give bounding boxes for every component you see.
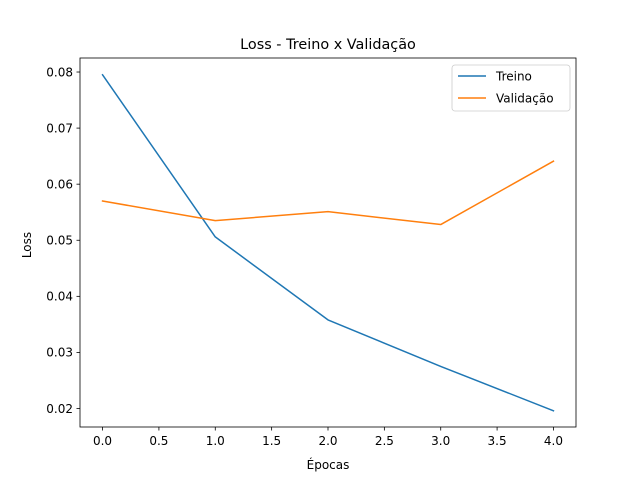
y-axis-label: Loss: [20, 232, 34, 258]
x-axis-label: Épocas: [307, 457, 350, 472]
y-tick-label-3: 0.05: [46, 234, 73, 248]
x-tick-label-0: 0.0: [93, 434, 112, 448]
series-line-1: [101, 160, 555, 226]
y-tick-label-6: 0.08: [46, 65, 73, 79]
y-tick-label-4: 0.06: [46, 177, 73, 191]
plot-area: [101, 73, 555, 412]
y-tick-label-1: 0.03: [46, 346, 73, 360]
axes-frame: [79, 57, 577, 428]
x-tick-label-5: 2.5: [375, 434, 394, 448]
y-tick-label-5: 0.07: [46, 121, 73, 135]
x-tick-label-1: 0.5: [149, 434, 168, 448]
x-tick-label-7: 3.5: [488, 434, 507, 448]
chart-title: Loss - Treino x Validação: [240, 37, 416, 53]
y-tick-label-0: 0.02: [46, 402, 73, 416]
y-tick-label-2: 0.04: [46, 290, 73, 304]
x-tick-label-2: 1.0: [206, 434, 225, 448]
legend-label-1: Validação: [496, 91, 554, 105]
series-line-0: [101, 73, 555, 412]
x-tick-label-4: 2.0: [318, 434, 337, 448]
x-tick-label-6: 3.0: [431, 434, 450, 448]
axes: 0.0 0.5 1.0 1.5 2.0 2.5 3.0 3.5 4.0 0.02 0.03 0.04 0…: [46, 57, 577, 448]
x-tick-label-8: 4.0: [544, 434, 563, 448]
x-tick-label-3: 1.5: [262, 434, 281, 448]
legend-label-0: Treino: [495, 69, 532, 83]
legend: Treino Validação: [451, 64, 571, 112]
